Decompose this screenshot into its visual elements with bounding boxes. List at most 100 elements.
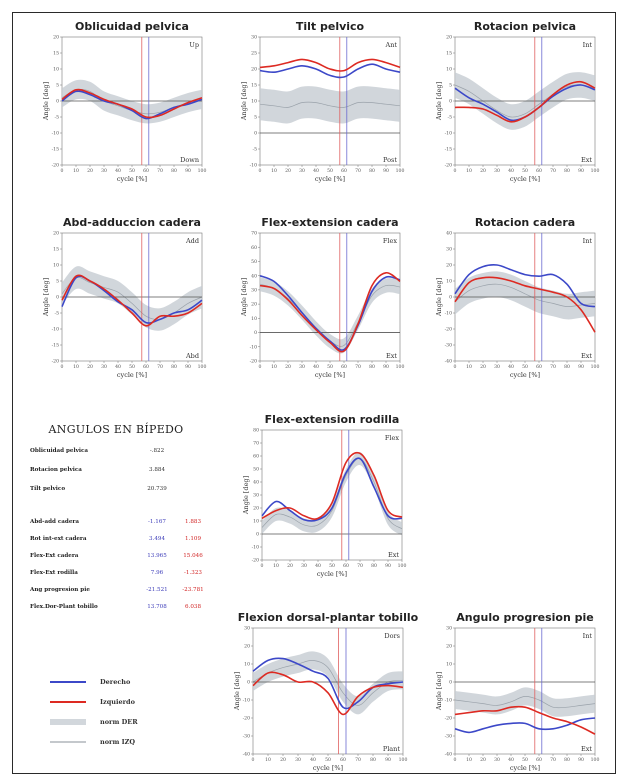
x-tick-label: 80 — [171, 364, 177, 370]
direction-label-bottom: Ext — [581, 156, 592, 164]
norm-line — [61, 277, 203, 320]
y-axis-label: Angle [deg] — [242, 476, 250, 515]
x-tick-label: 90 — [578, 364, 584, 370]
static-left-value: 1.883 — [184, 519, 201, 525]
y-tick-label: 15 — [446, 51, 452, 57]
x-tick-label: 60 — [536, 757, 542, 763]
y-tick-label: 0 — [256, 532, 259, 538]
norm-line — [454, 696, 596, 709]
y-tick-label: -20 — [52, 359, 59, 365]
y-axis-label: Angle [deg] — [240, 82, 248, 121]
x-tick-label: 10 — [271, 168, 277, 174]
static-left-value: 6.038 — [184, 604, 201, 610]
x-tick-label: 0 — [454, 168, 457, 174]
x-tick-label: 50 — [129, 364, 135, 370]
x-tick-label: 20 — [480, 168, 486, 174]
y-tick-label: 30 — [446, 247, 452, 253]
x-tick-label: 20 — [480, 757, 486, 763]
static-right-value: 13.708 — [147, 604, 167, 610]
x-tick-label: 20 — [87, 364, 93, 370]
x-tick-label: 50 — [129, 168, 135, 174]
y-tick-label: 20 — [251, 67, 257, 73]
series-line-derecho — [454, 264, 596, 308]
x-tick-label: 30 — [301, 563, 307, 569]
x-tick-label: 90 — [578, 168, 584, 174]
x-tick-label: 80 — [564, 757, 570, 763]
x-tick-label: 80 — [369, 364, 375, 370]
y-tick-label: 0 — [449, 680, 452, 686]
x-tick-label: 70 — [157, 364, 163, 370]
static-value: -.822 — [149, 448, 165, 454]
y-tick-label: 60 — [251, 245, 257, 251]
static-label: Rotacion pelvica — [30, 467, 82, 473]
x-tick-label: 60 — [536, 168, 542, 174]
y-tick-label: -10 — [445, 311, 452, 317]
y-tick-label: 30 — [253, 493, 259, 499]
norm-band — [260, 277, 400, 354]
y-tick-label: -10 — [250, 344, 257, 350]
y-tick-label: 10 — [446, 67, 452, 73]
x-tick-label: 50 — [327, 168, 333, 174]
series-line-izquierdo — [252, 671, 404, 716]
legend-label: norm IZQ — [100, 738, 135, 746]
x-axis-label: cycle [%] — [117, 371, 147, 379]
x-tick-label: 30 — [101, 364, 107, 370]
x-tick-label: 100 — [396, 168, 405, 174]
x-tick-label: 40 — [313, 168, 319, 174]
x-tick-label: 90 — [185, 168, 191, 174]
chart-title: Abd-adduccion cadera — [63, 216, 201, 229]
x-tick-label: 80 — [370, 757, 376, 763]
static-label: Flex.Dor-Plant tobillo — [30, 604, 98, 610]
y-axis-label: Angle [deg] — [240, 278, 248, 317]
x-tick-label: 70 — [550, 757, 556, 763]
static-left-value: 1.109 — [184, 536, 201, 542]
x-tick-label: 40 — [508, 168, 514, 174]
x-tick-label: 10 — [466, 168, 472, 174]
static-label: Oblicuidad pelvica — [30, 448, 89, 454]
legend-swatch — [50, 719, 86, 725]
x-axis-label: cycle [%] — [313, 764, 343, 772]
direction-label-bottom: Ext — [388, 551, 399, 559]
x-tick-label: 40 — [508, 364, 514, 370]
x-tick-label: 80 — [369, 168, 375, 174]
y-axis-label: Angle [deg] — [435, 672, 443, 711]
norm-band — [455, 271, 595, 320]
norm-band — [455, 72, 595, 130]
x-tick-label: 20 — [285, 168, 291, 174]
x-tick-label: 60 — [341, 168, 347, 174]
x-tick-label: 70 — [357, 563, 363, 569]
x-tick-label: 0 — [259, 364, 262, 370]
y-tick-label: 50 — [251, 259, 257, 265]
x-tick-label: 0 — [454, 757, 457, 763]
x-tick-label: 70 — [355, 168, 361, 174]
y-tick-label: 10 — [53, 263, 59, 269]
y-tick-label: 80 — [253, 428, 259, 434]
norm-line — [454, 84, 596, 118]
y-axis-label: Angle [deg] — [42, 278, 50, 317]
x-tick-label: 70 — [355, 757, 361, 763]
chart-panel: Abd-adduccion cadera20151050-5-10-15-200… — [42, 216, 206, 379]
direction-label-bottom: Ext — [581, 352, 592, 360]
y-tick-label: 30 — [251, 35, 257, 41]
x-tick-label: 80 — [371, 563, 377, 569]
y-tick-label: 0 — [254, 131, 257, 137]
x-tick-label: 60 — [340, 757, 346, 763]
static-row: Oblicuidad pelvica -.822 — [30, 448, 216, 460]
direction-label-bottom: Plant — [383, 745, 401, 753]
y-tick-label: 20 — [253, 506, 259, 512]
x-tick-label: 50 — [329, 563, 335, 569]
x-tick-label: 60 — [143, 168, 149, 174]
y-tick-label: 15 — [53, 51, 59, 57]
x-tick-label: 70 — [550, 168, 556, 174]
x-axis-label: cycle [%] — [317, 570, 347, 578]
x-tick-label: 90 — [383, 168, 389, 174]
x-tick-label: 60 — [536, 364, 542, 370]
chart-title: Flexion dorsal-plantar tobillo — [238, 611, 419, 624]
y-tick-label: 20 — [53, 231, 59, 237]
chart-panel: Flex-extension cadera706050403020100-10-… — [240, 216, 404, 379]
y-tick-label: 15 — [53, 247, 59, 253]
x-tick-label: 60 — [341, 364, 347, 370]
y-tick-label: -20 — [52, 163, 59, 169]
